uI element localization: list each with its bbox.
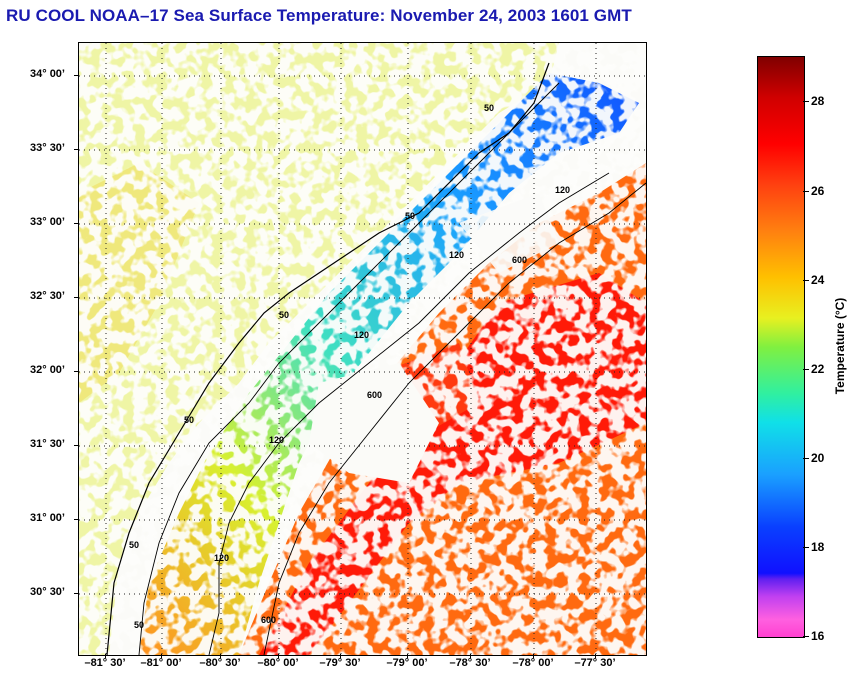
lat-tick (74, 297, 78, 298)
isobath-label: 50 (184, 415, 194, 425)
lon-label: –78° 00’ (512, 657, 554, 669)
isobath-label: 50 (405, 211, 415, 221)
lon-label: –78° 30’ (449, 657, 491, 669)
lon-tick (533, 654, 534, 658)
lon-tick (161, 654, 162, 658)
lat-tick (74, 445, 78, 446)
isobath-label: 120 (269, 435, 284, 445)
lon-label: –79° 00’ (386, 657, 428, 669)
temperature-colorbar (757, 56, 805, 638)
isobath-label: 50 (279, 310, 289, 320)
colorbar-label: 22 (811, 362, 825, 376)
lat-label: 33° 00’ (30, 216, 65, 228)
lat-label: 32° 00’ (30, 364, 65, 376)
isobath-label: 120 (354, 330, 369, 340)
colorbar-tick (803, 369, 809, 370)
lat-tick (74, 593, 78, 594)
isobath-label: 120 (555, 185, 570, 195)
lon-tick (340, 654, 341, 658)
colorbar-label: 26 (811, 184, 825, 198)
colorbar-tick (803, 458, 809, 459)
lon-tick (220, 654, 221, 658)
lat-label: 31° 00’ (30, 512, 65, 524)
isobath-label: 120 (214, 553, 229, 563)
sst-map: 50 50 50 50 50 50 120 120 120 120 120 60… (78, 42, 647, 656)
colorbar-tick (803, 636, 809, 637)
isobath-label: 120 (449, 250, 464, 260)
lon-label: –77° 30’ (574, 657, 616, 669)
isobath-label: 600 (512, 255, 527, 265)
lon-tick (470, 654, 471, 658)
lat-label: 33° 30’ (30, 142, 65, 154)
lat-label: 30° 30’ (30, 586, 65, 598)
isobath-label: 50 (134, 620, 144, 630)
lat-label: 32° 30’ (30, 290, 65, 302)
map-title: RU COOL NOAA–17 Sea Surface Temperature:… (6, 6, 632, 25)
isobath-label: 600 (261, 615, 276, 625)
isobath-label: 50 (484, 103, 494, 113)
colorbar-tick (803, 191, 809, 192)
lon-tick (278, 654, 279, 658)
lat-tick (74, 371, 78, 372)
lon-tick (595, 654, 596, 658)
colorbar-tick (803, 547, 809, 548)
lon-label: –80° 00’ (257, 657, 299, 669)
isobath-label: 50 (129, 540, 139, 550)
colorbar-label: 18 (811, 540, 825, 554)
lat-tick (74, 149, 78, 150)
lat-label: 31° 30’ (30, 438, 65, 450)
lat-label: 34° 00’ (30, 68, 65, 80)
lat-tick (74, 75, 78, 76)
colorbar-label: 24 (811, 273, 825, 287)
lat-tick (74, 223, 78, 224)
lon-label: –79° 30’ (319, 657, 361, 669)
colorbar-label: 16 (811, 629, 825, 643)
lat-tick (74, 519, 78, 520)
lon-label: –81° 30’ (84, 657, 126, 669)
sst-field: 50 50 50 50 50 50 120 120 120 120 120 60… (79, 43, 646, 655)
isobath-label: 600 (367, 390, 382, 400)
colorbar-label: 28 (811, 94, 825, 108)
lon-tick (105, 654, 106, 658)
lon-label: –80° 30’ (199, 657, 241, 669)
colorbar-label: 20 (811, 451, 825, 465)
lon-label: –81° 00’ (140, 657, 182, 669)
lon-tick (407, 654, 408, 658)
colorbar-title: Temperature (°C) (833, 297, 847, 395)
colorbar-tick (803, 280, 809, 281)
colorbar-tick (803, 101, 809, 102)
